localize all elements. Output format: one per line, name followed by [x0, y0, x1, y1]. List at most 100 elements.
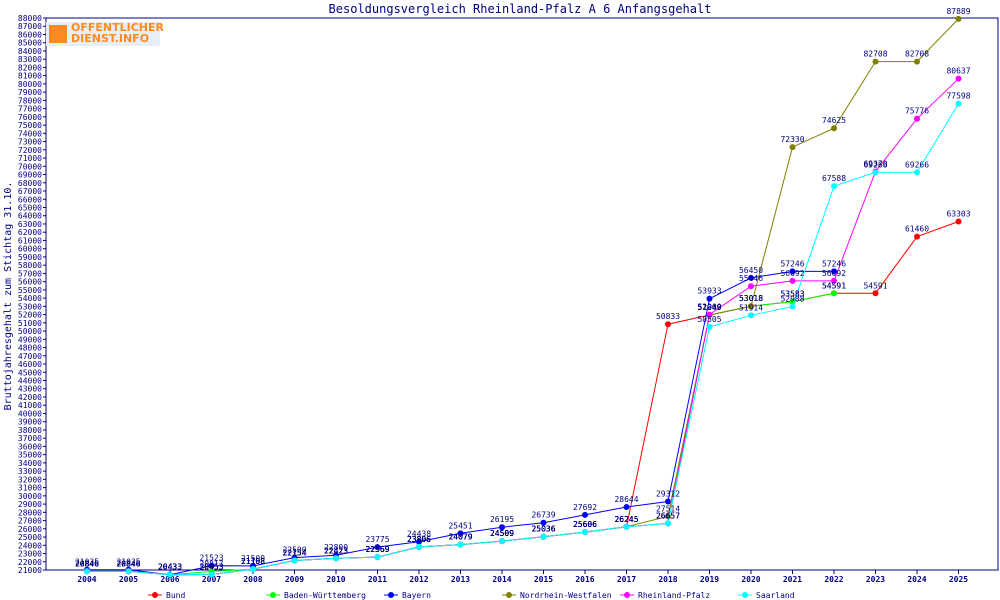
data-label: 21108 [241, 557, 265, 566]
y-tick-label: 57000 [18, 269, 42, 278]
data-label: 24079 [448, 533, 472, 542]
data-label: 26195 [490, 515, 514, 524]
data-label: 22569 [365, 545, 389, 554]
data-label: 51949 [697, 303, 721, 312]
x-tick-label: 2019 [700, 575, 719, 584]
y-tick-label: 66000 [18, 195, 42, 204]
data-label: 25606 [573, 520, 597, 529]
data-point [914, 233, 920, 240]
y-tick-label: 63000 [18, 220, 42, 229]
data-point [748, 274, 754, 281]
y-tick-label: 37000 [18, 434, 42, 443]
data-label: 24509 [490, 529, 514, 538]
y-tick-label: 36000 [18, 442, 42, 451]
data-point [706, 323, 713, 330]
data-label: 27692 [573, 503, 597, 512]
y-tick-label: 25000 [18, 533, 42, 542]
data-point [706, 311, 713, 318]
data-point [955, 100, 962, 107]
data-label: 26245 [614, 515, 638, 524]
data-label: 77598 [946, 92, 970, 101]
data-label: 50505 [697, 315, 721, 324]
data-label: 56092 [822, 269, 846, 278]
data-point [748, 303, 754, 310]
data-label: 26657 [656, 511, 680, 520]
x-tick-label: 2016 [575, 575, 594, 584]
y-tick-label: 24000 [18, 541, 42, 550]
data-point [955, 75, 962, 82]
data-point [831, 183, 837, 190]
legend-marker [270, 592, 276, 598]
y-tick-label: 85000 [18, 39, 42, 48]
data-label: 53583 [780, 290, 804, 299]
y-tick-label: 72000 [18, 146, 42, 155]
legend-marker [506, 592, 512, 598]
data-label: 25606 [573, 520, 597, 529]
data-point [208, 571, 215, 578]
data-point [914, 58, 920, 65]
data-label: 54591 [822, 281, 846, 290]
data-label: 22154 [282, 548, 306, 557]
x-tick-label: 2010 [326, 575, 345, 584]
y-tick-label: 74000 [18, 129, 42, 138]
y-tick-label: 55000 [18, 286, 42, 295]
data-point [582, 529, 588, 536]
data-label: 56450 [739, 266, 763, 275]
y-tick-label: 84000 [18, 47, 42, 56]
data-label: 25036 [531, 525, 555, 534]
legend-label: Bund [166, 591, 185, 600]
data-label: 69370 [863, 159, 887, 168]
data-point [665, 498, 671, 505]
data-label: 22154 [282, 548, 306, 557]
x-tick-label: 2015 [534, 575, 553, 584]
y-tick-label: 41000 [18, 401, 42, 410]
data-label: 23806 [407, 535, 431, 544]
y-tick-label: 82000 [18, 63, 42, 72]
data-label: 20433 [158, 563, 182, 572]
y-tick-label: 33000 [18, 467, 42, 476]
y-tick-label: 47000 [18, 352, 42, 361]
data-point [665, 520, 671, 527]
data-label: 26739 [531, 511, 555, 520]
series-line [87, 78, 959, 576]
data-label: 54591 [863, 281, 887, 290]
y-tick-label: 52000 [18, 311, 42, 320]
axes: 2100022000230002400025000260002700028000… [18, 14, 999, 584]
data-label: 61460 [905, 225, 929, 234]
data-label: 25606 [573, 520, 597, 529]
legend-marker [742, 592, 748, 598]
series-line [87, 103, 959, 576]
data-label: 20433 [158, 563, 182, 572]
legend-label: Saarland [756, 591, 795, 600]
data-point [955, 15, 962, 22]
legend-marker [388, 592, 394, 598]
y-tick-label: 59000 [18, 253, 42, 262]
data-label: 69266 [905, 160, 929, 169]
data-label: 54591 [822, 281, 846, 290]
legend: Bund Baden-Württemberg Bayern Nordrhein-Wes… [148, 591, 795, 600]
data-label: 26245 [614, 515, 638, 524]
data-label: 20433 [158, 563, 182, 572]
data-label: 52000 [697, 303, 721, 312]
y-tick-label: 29000 [18, 500, 42, 509]
data-point [457, 530, 464, 537]
x-tick-label: 2018 [658, 575, 677, 584]
data-label: 24079 [448, 533, 472, 542]
data-point [333, 555, 339, 562]
data-label: 20846 [75, 559, 99, 568]
data-label: 20846 [116, 559, 140, 568]
x-tick-label: 2017 [617, 575, 636, 584]
legend-marker [152, 592, 158, 598]
data-point [831, 125, 837, 132]
data-label: 26657 [656, 511, 680, 520]
data-point [914, 115, 920, 122]
logo-line-1: OFFENTLICHER [71, 21, 164, 34]
data-label: 67588 [822, 174, 846, 183]
data-label: 24509 [490, 529, 514, 538]
data-point [416, 543, 422, 550]
data-label: 53018 [739, 294, 763, 303]
data-point [665, 321, 671, 328]
data-label: 20846 [116, 559, 140, 568]
data-label: 63303 [946, 209, 970, 218]
